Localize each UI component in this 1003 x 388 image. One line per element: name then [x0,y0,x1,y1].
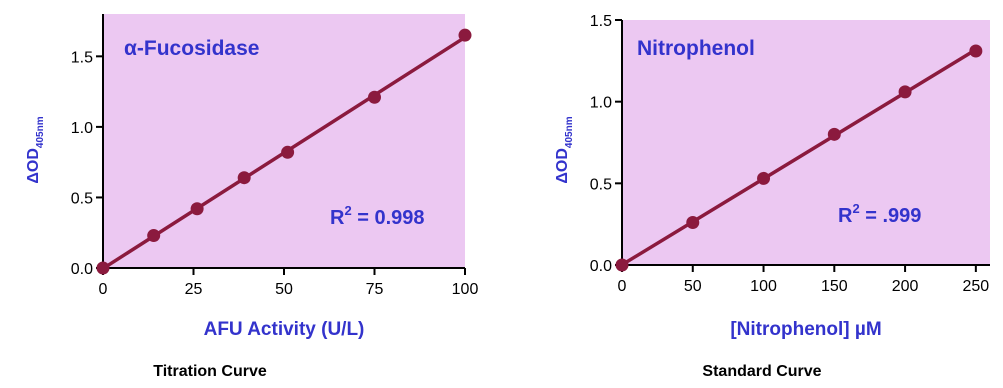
y-tick-label: 1.0 [71,120,93,137]
chart-caption: Standard Curve [702,363,821,380]
r-squared-prefix: R [330,207,345,229]
x-tick-label: 100 [750,278,777,295]
data-point [147,229,161,243]
x-tick-label: 75 [366,281,384,298]
x-tick-label: 50 [684,278,702,295]
x-tick-label: 150 [821,278,848,295]
y-tick-label: 0.0 [71,261,93,278]
chart-panel-2: 0 50 100 150 200 250 0.0 0.5 1.0 1.5 Nitrophenol R2… [554,13,990,380]
r-squared-value: = 0.998 [352,207,425,229]
y-axis-label: ΔOD405nm [25,116,46,183]
data-point [96,261,110,275]
chart-title: α-Fucosidase [124,37,259,60]
data-point [458,28,472,42]
y-tick-label: 0.0 [590,258,612,275]
data-point [757,171,771,185]
y-tick-label: 1.5 [71,49,93,66]
y-axis-label-main: ΔOD [554,148,571,184]
data-point [368,90,381,104]
y-axis-label-main: ΔOD [25,148,42,184]
y-tick-label: 0.5 [71,190,93,207]
data-point [827,127,841,141]
x-tick-label: 50 [275,281,293,298]
chart-panel-1: 0 25 50 75 100 0.0 0.5 1.0 1.5 α-Fucosidase R2 = 0… [25,14,478,380]
data-point [190,202,204,216]
data-point [686,216,700,230]
y-tick-label: 1.0 [590,95,612,112]
x-tick-label: 100 [452,281,479,298]
y-axis-label-subscript: 405nm [35,116,46,148]
r-squared-superscript: 2 [852,201,859,216]
x-tick-label: 25 [185,281,203,298]
x-tick-label: 0 [618,278,627,295]
y-tick-label: 0.5 [590,176,612,193]
y-tick-label: 1.5 [590,13,612,30]
plot-area [103,14,465,268]
r-squared-value: = .999 [860,205,922,227]
r-squared-annotation: R2 = .999 [838,201,921,227]
x-tick-label: 250 [962,278,989,295]
x-axis-label: [Nitrophenol] µM [730,319,881,340]
data-point [615,258,629,272]
r-squared-prefix: R [838,205,853,227]
data-point [898,85,912,99]
r-squared-superscript: 2 [344,203,351,218]
data-point [281,145,295,159]
y-axis-label: ΔOD405nm [554,116,575,183]
data-point [237,171,251,185]
x-tick-label: 200 [892,278,919,295]
plot-area [622,20,990,265]
series-line [620,47,978,267]
data-point [969,44,983,58]
x-tick-label: 0 [99,281,108,298]
chart-caption: Titration Curve [153,363,267,380]
chart-title: Nitrophenol [637,37,755,60]
r-squared-annotation: R2 = 0.998 [330,203,425,229]
x-axis-label: AFU Activity (U/L) [204,319,365,340]
y-axis-label-subscript: 405nm [564,116,575,148]
